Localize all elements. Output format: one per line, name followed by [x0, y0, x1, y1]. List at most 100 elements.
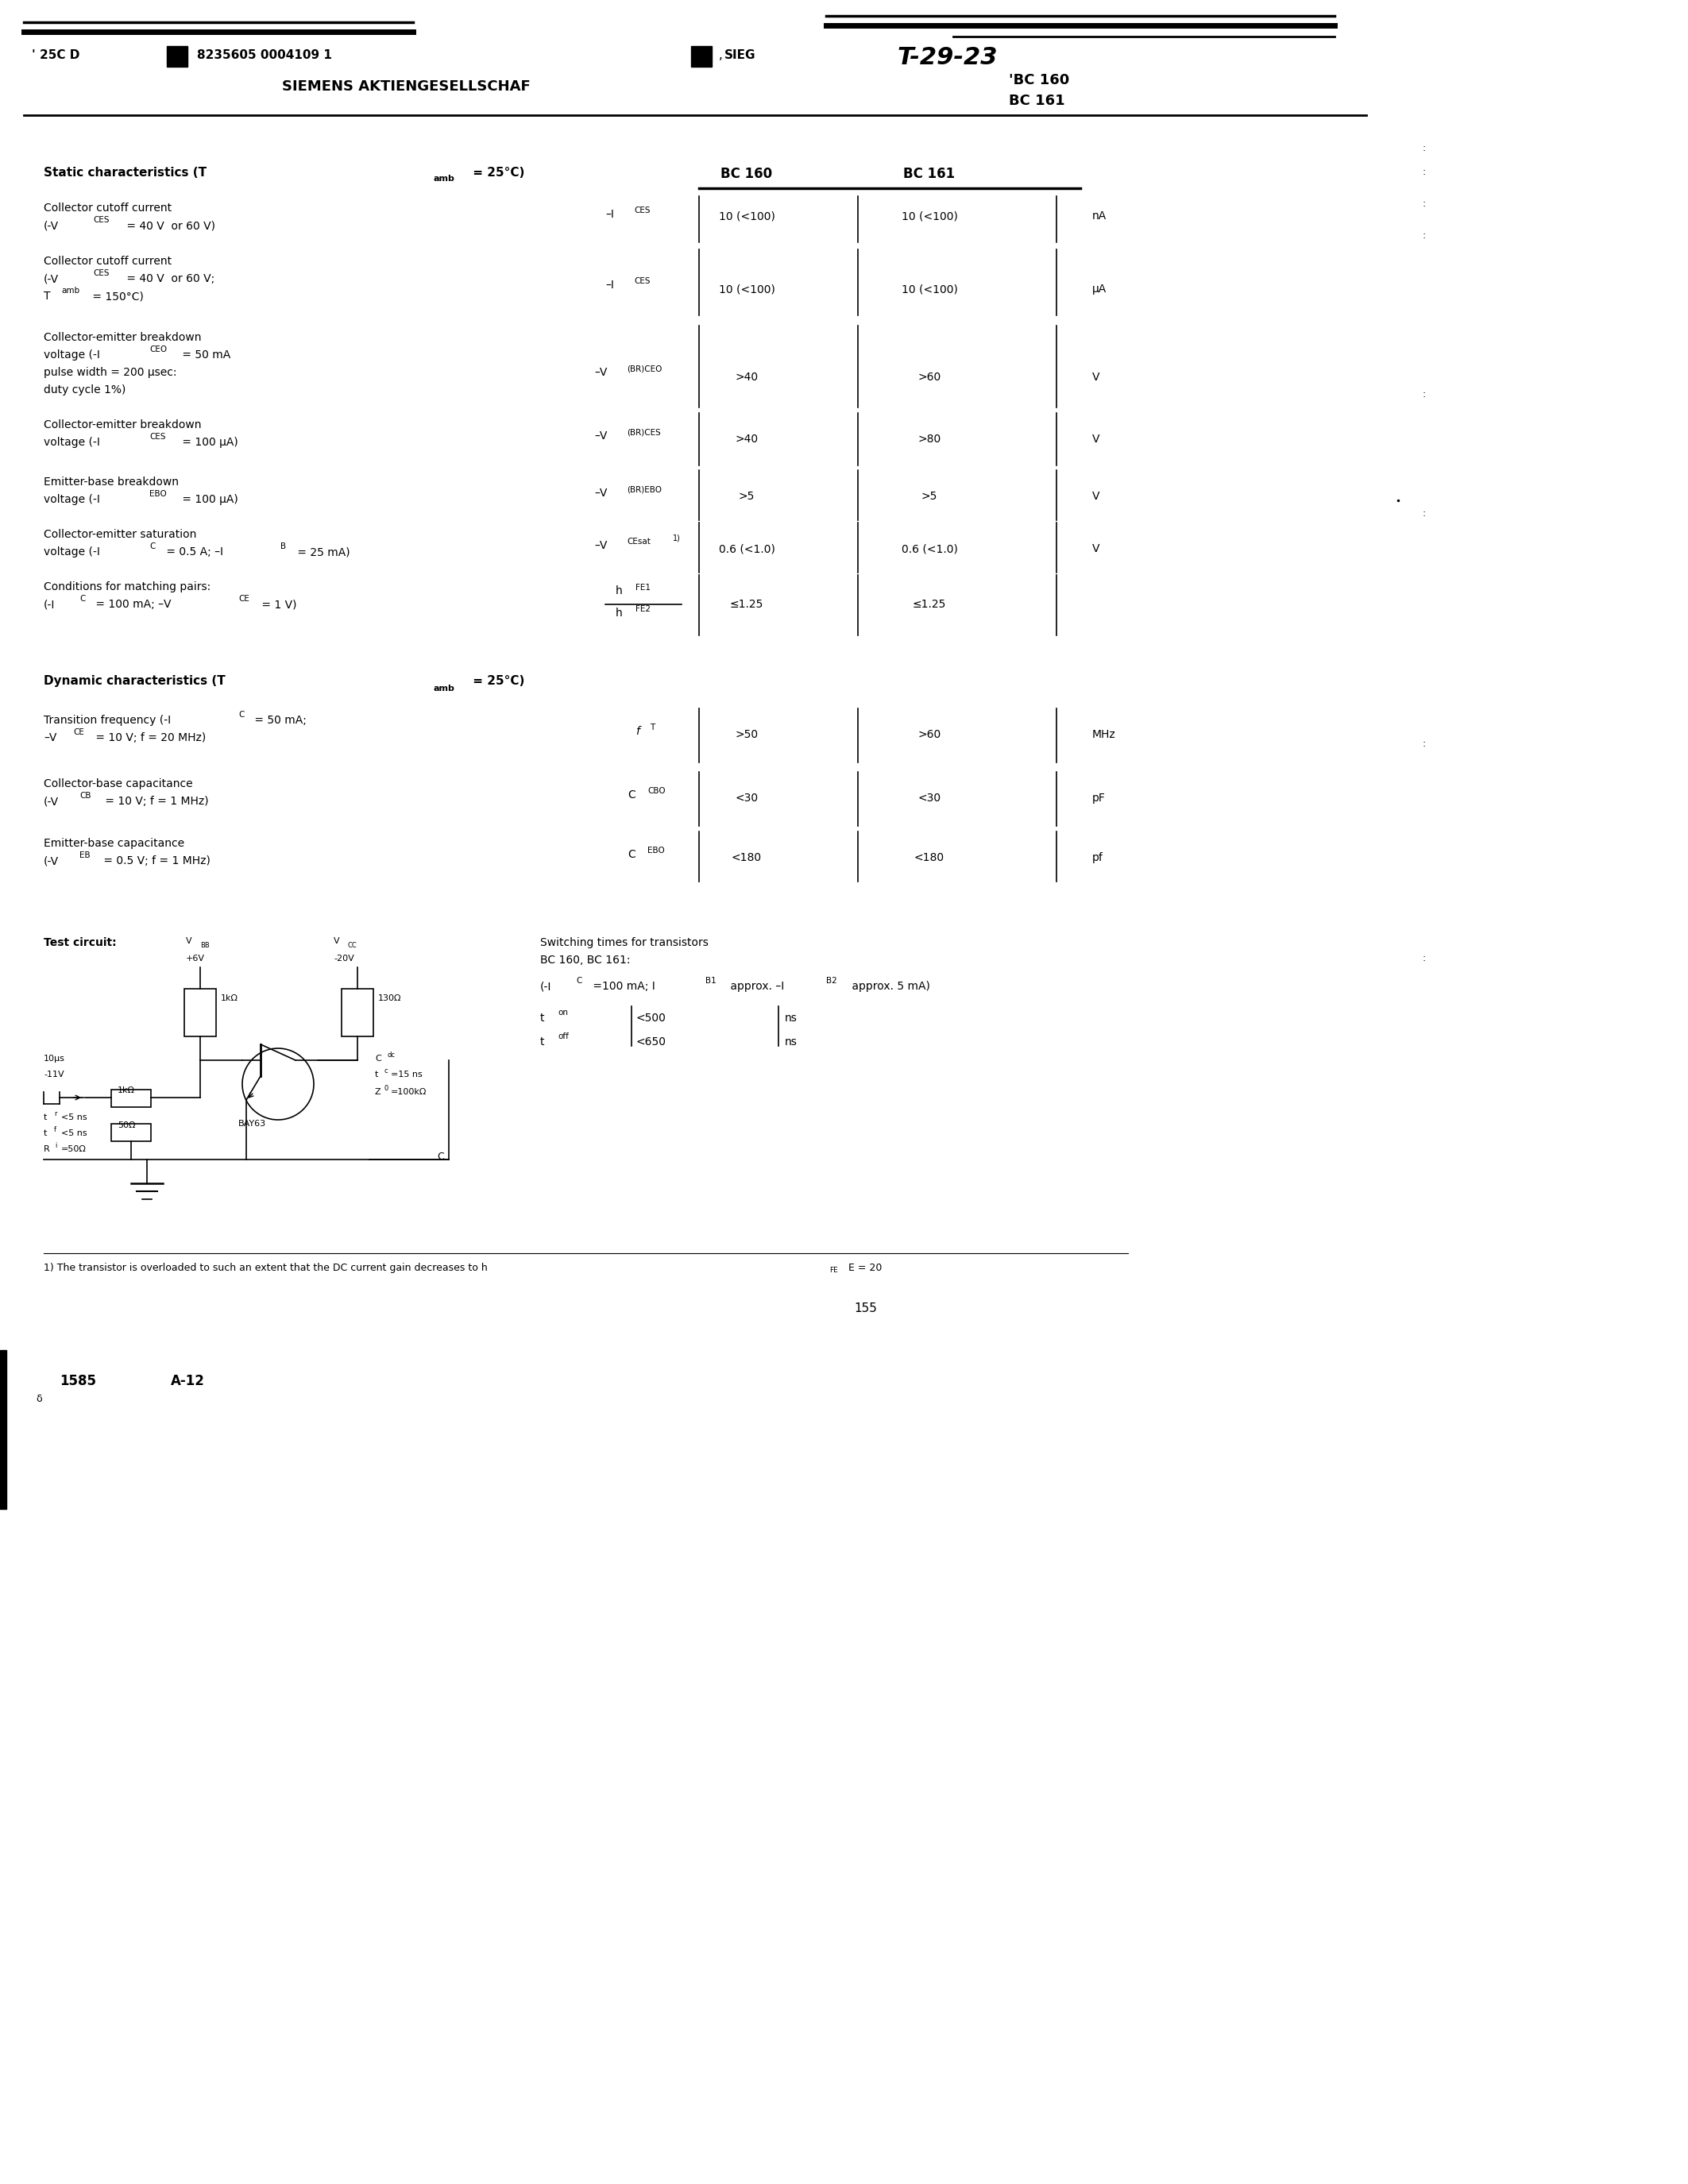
Text: μA: μA — [1092, 284, 1107, 295]
Text: 1) The transistor is overloaded to such an extent that the DC current gain decre: 1) The transistor is overloaded to such … — [44, 1262, 488, 1273]
Text: Emitter-base capacitance: Emitter-base capacitance — [44, 839, 184, 850]
Text: = 0.5 V; f = 1 MHz): = 0.5 V; f = 1 MHz) — [100, 856, 211, 867]
Text: (BR)EBO: (BR)EBO — [626, 485, 662, 494]
Text: <500: <500 — [635, 1013, 665, 1024]
Text: BB: BB — [201, 941, 209, 950]
Text: CEsat: CEsat — [626, 537, 650, 546]
Text: C: C — [576, 976, 582, 985]
Text: 50Ω: 50Ω — [118, 1120, 135, 1129]
Text: 10 (<100): 10 (<100) — [719, 284, 775, 295]
Text: –I: –I — [606, 210, 614, 221]
Text: dc: dc — [388, 1051, 395, 1059]
Text: T: T — [650, 723, 655, 732]
Text: <5 ns: <5 ns — [61, 1114, 88, 1120]
Text: C: C — [375, 1055, 381, 1064]
Text: amb: amb — [432, 175, 454, 183]
Text: 10 (<100): 10 (<100) — [901, 210, 957, 221]
Text: f: f — [54, 1127, 56, 1133]
Text: Collector cutoff current: Collector cutoff current — [44, 203, 172, 214]
Text: 0.6 (<1.0): 0.6 (<1.0) — [901, 544, 957, 555]
Text: ,: , — [719, 50, 722, 61]
Text: h: h — [616, 585, 623, 596]
Text: CBO: CBO — [648, 786, 665, 795]
Text: >5: >5 — [922, 491, 937, 502]
Text: SIEMENS AKTIENGESELLSCHAF: SIEMENS AKTIENGESELLSCHAF — [282, 79, 530, 94]
Text: CES: CES — [635, 277, 650, 286]
Text: = 10 V; f = 1 MHz): = 10 V; f = 1 MHz) — [101, 795, 209, 806]
Text: (-V: (-V — [44, 273, 59, 284]
Text: =100kΩ: =100kΩ — [392, 1088, 427, 1096]
Text: r: r — [54, 1109, 57, 1118]
Text: >80: >80 — [918, 435, 940, 446]
Text: 10 (<100): 10 (<100) — [901, 284, 957, 295]
Text: pulse width = 200 μsec:: pulse width = 200 μsec: — [44, 367, 177, 378]
Text: amb: amb — [61, 286, 79, 295]
Text: = 0.5 A; –I: = 0.5 A; –I — [162, 546, 223, 557]
Bar — [341, 989, 373, 1037]
Text: <5 ns: <5 ns — [61, 1129, 88, 1138]
Text: approx. 5 mA): approx. 5 mA) — [849, 981, 930, 992]
Text: –V: –V — [594, 430, 608, 441]
Text: voltage (-I: voltage (-I — [44, 494, 100, 505]
Text: C: C — [79, 594, 86, 603]
Text: (-I: (-I — [44, 598, 56, 609]
Text: <30: <30 — [918, 793, 940, 804]
Text: –V: –V — [594, 367, 608, 378]
Text: =100 mA; I: =100 mA; I — [589, 981, 655, 992]
Text: :: : — [1421, 389, 1425, 400]
Text: R: R — [44, 1144, 51, 1153]
Text: Switching times for transistors: Switching times for transistors — [540, 937, 709, 948]
Text: :: : — [1421, 166, 1425, 177]
Text: = 100 μA): = 100 μA) — [179, 437, 238, 448]
Text: >60: >60 — [918, 729, 940, 740]
Text: =15 ns: =15 ns — [392, 1070, 422, 1079]
Text: :: : — [1421, 229, 1425, 240]
Text: t: t — [540, 1037, 545, 1048]
Text: B: B — [280, 542, 285, 550]
Text: –V: –V — [594, 487, 608, 498]
Text: = 25 mA): = 25 mA) — [294, 546, 349, 557]
Text: CE: CE — [238, 594, 250, 603]
Text: 0: 0 — [385, 1085, 388, 1092]
Text: <180: <180 — [915, 852, 945, 863]
Text: 1kΩ: 1kΩ — [221, 994, 238, 1002]
Text: Collector-emitter breakdown: Collector-emitter breakdown — [44, 419, 201, 430]
Text: 1): 1) — [674, 533, 680, 542]
Text: CES: CES — [149, 432, 165, 441]
Text: ns: ns — [785, 1013, 797, 1024]
Text: approx. –I: approx. –I — [728, 981, 785, 992]
Text: 8235605 0004109 1: 8235605 0004109 1 — [197, 50, 333, 61]
Text: = 40 V  or 60 V;: = 40 V or 60 V; — [123, 273, 214, 284]
Text: = 25°C): = 25°C) — [469, 166, 525, 179]
Text: 10μs: 10μs — [44, 1055, 66, 1064]
Text: >5: >5 — [739, 491, 755, 502]
Text: :: : — [1421, 509, 1425, 518]
Text: δ: δ — [35, 1393, 42, 1404]
Text: T-29-23: T-29-23 — [898, 46, 998, 70]
Text: CE: CE — [73, 727, 84, 736]
Text: +6V: +6V — [186, 954, 204, 963]
Text: CB: CB — [79, 793, 91, 799]
Text: 130Ω: 130Ω — [378, 994, 402, 1002]
Text: E = 20: E = 20 — [849, 1262, 883, 1273]
Text: BC 160, BC 161:: BC 160, BC 161: — [540, 954, 630, 965]
Text: t: t — [44, 1129, 47, 1138]
Text: t: t — [375, 1070, 378, 1079]
Text: 'BC 160: 'BC 160 — [1009, 72, 1070, 87]
Text: t: t — [44, 1114, 47, 1120]
Text: B1: B1 — [706, 976, 716, 985]
Text: = 100 mA; –V: = 100 mA; –V — [93, 598, 170, 609]
Text: C: C — [628, 850, 635, 860]
Text: CES: CES — [93, 269, 110, 277]
Text: Test circuit:: Test circuit: — [44, 937, 116, 948]
Text: BC 161: BC 161 — [903, 166, 955, 181]
Text: >50: >50 — [736, 729, 758, 740]
Text: V: V — [1092, 435, 1101, 446]
Text: h: h — [616, 607, 623, 618]
Text: BC 160: BC 160 — [721, 166, 773, 181]
Text: =50Ω: =50Ω — [61, 1144, 86, 1153]
Bar — [690, 46, 712, 68]
Text: 1585: 1585 — [59, 1374, 96, 1389]
Text: <650: <650 — [635, 1037, 665, 1048]
Text: (-I: (-I — [540, 981, 552, 992]
